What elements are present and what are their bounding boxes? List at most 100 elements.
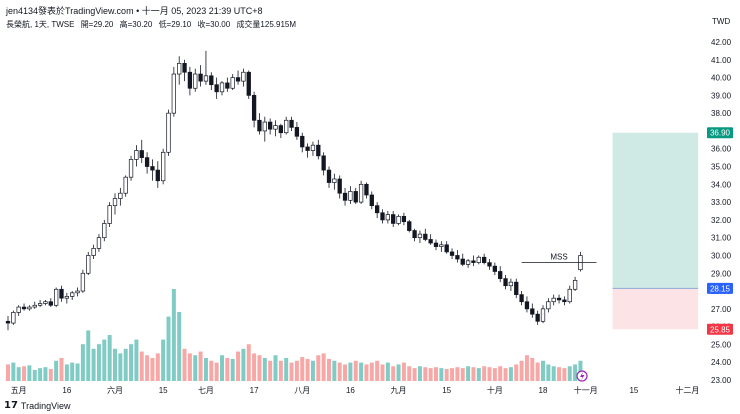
candle-body	[150, 166, 155, 171]
volume-bar	[75, 363, 80, 381]
time-tick: 18	[539, 386, 548, 395]
close-value: 收=30.00	[197, 20, 231, 29]
volume-bar	[284, 358, 289, 381]
volume-bar	[22, 366, 27, 381]
price-tick: 24.00	[711, 358, 732, 367]
volume-bar	[460, 368, 465, 381]
volume-bar	[396, 364, 401, 381]
volume-bar	[476, 368, 481, 381]
candle-body	[396, 215, 401, 224]
time-tick: 15	[442, 386, 451, 395]
candle-body	[455, 255, 460, 260]
volume-bar	[514, 364, 519, 381]
candle-body	[487, 262, 492, 267]
price-tick: 40.00	[711, 74, 732, 83]
volume-bar	[150, 358, 155, 381]
volume-bar	[380, 364, 385, 381]
candle-body	[417, 233, 423, 239]
volume-bar	[145, 355, 150, 381]
time-tick: 16	[62, 386, 71, 395]
volume-bar	[129, 344, 134, 381]
volume-bar	[230, 358, 235, 381]
price-tick: 30.00	[711, 251, 732, 260]
volume-bar	[535, 362, 540, 381]
volume-bar	[530, 358, 535, 381]
candle-body	[503, 278, 508, 287]
candle-body	[241, 71, 246, 82]
price-tick: 35.00	[711, 163, 732, 172]
volume-bar	[567, 366, 572, 381]
price-labels: 36.90 28.15 25.85	[707, 127, 733, 335]
volume-bar	[444, 369, 449, 381]
volume-bar	[161, 339, 166, 381]
candle-body	[369, 194, 374, 207]
volume-bar	[252, 353, 257, 381]
candle-body	[112, 198, 118, 207]
candle-body	[460, 258, 465, 265]
volume-bar	[294, 360, 299, 381]
candle-body	[203, 75, 209, 82]
candle-body	[246, 71, 251, 96]
volume-bar	[54, 360, 59, 381]
candle-body	[225, 82, 230, 89]
time-tick: 15	[629, 386, 638, 395]
volume-bar	[337, 362, 342, 381]
candle-body	[546, 301, 551, 310]
candles	[5, 50, 583, 331]
candle-body	[428, 239, 433, 244]
volume-bar	[187, 353, 192, 381]
volume-bar	[551, 366, 556, 381]
price-tick: 39.00	[711, 91, 732, 100]
candle-body	[300, 135, 305, 148]
position-box[interactable]	[612, 132, 699, 330]
time-axis[interactable]: 五月 16 六月 15 七月 17 八月 16 九月 15 十月 18 十一月 15 十二月	[11, 385, 700, 395]
candle-body	[380, 212, 385, 221]
volume-bar	[482, 366, 487, 381]
volume-bar	[203, 358, 208, 381]
candle-body	[375, 205, 380, 214]
lightning-icon[interactable]	[576, 370, 588, 382]
candle-body	[182, 62, 187, 73]
volume-bar	[198, 351, 203, 381]
candle-body	[572, 280, 578, 290]
volume-bar	[487, 367, 492, 381]
ohlc-legend: 長榮航, 1天, TWSE 開=29.20 高=30.20 低=29.10 收=…	[6, 19, 300, 30]
volume-bar	[289, 362, 294, 381]
mss-annotation[interactable]: MSS	[521, 253, 597, 263]
candle-body	[144, 157, 150, 167]
candle-body	[134, 150, 139, 160]
candle-body	[492, 265, 497, 272]
volume-bar	[278, 360, 283, 381]
volume-bar	[519, 360, 524, 381]
candle-body	[465, 260, 471, 265]
volume-bar	[428, 368, 433, 381]
candle-body	[187, 71, 193, 89]
volume-bar	[113, 348, 117, 381]
price-badge-bg	[707, 127, 733, 139]
volume-bar	[450, 368, 455, 381]
volume-bar	[375, 360, 380, 381]
candle-body	[449, 251, 455, 256]
candle-body	[16, 306, 21, 313]
candle-body	[37, 303, 43, 306]
candle-body	[310, 144, 316, 151]
target-zone	[612, 132, 699, 289]
volume-bar	[11, 362, 16, 381]
candle-body	[53, 288, 59, 306]
volume-bar	[48, 369, 53, 381]
price-tick: 23.00	[711, 376, 732, 385]
stop-zone	[612, 288, 699, 330]
candle-body	[198, 73, 203, 82]
volume-bar	[353, 360, 358, 381]
volume-bar	[401, 362, 406, 381]
price-badge-text: 36.90	[710, 129, 731, 138]
time-tick: 17	[250, 386, 259, 395]
candle-body	[193, 73, 198, 89]
volume-bar	[70, 362, 75, 381]
symbol-label: 長榮航, 1天, TWSE	[6, 20, 75, 29]
candle-body	[423, 233, 428, 240]
candle-body	[562, 299, 567, 303]
volume-bar	[391, 366, 396, 381]
volume-bar	[43, 367, 48, 381]
